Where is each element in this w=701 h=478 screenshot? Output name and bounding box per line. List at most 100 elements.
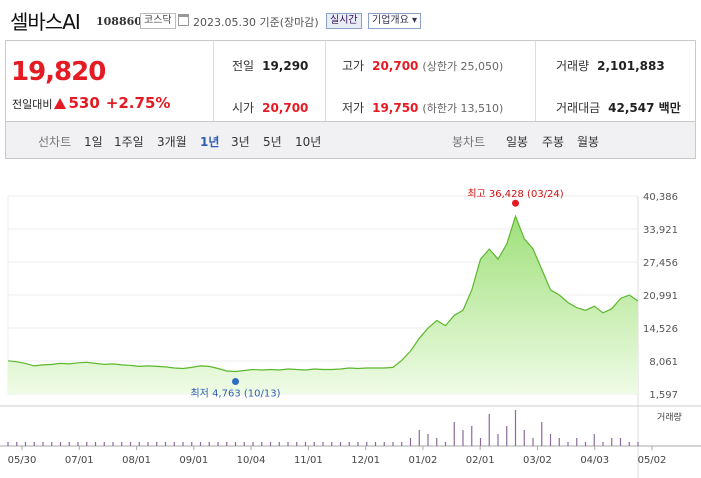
volume-bar (549, 434, 552, 446)
x-tick-label: 05/02 (638, 455, 667, 466)
volume-bar (33, 442, 35, 446)
x-tick-label: 03/02 (523, 455, 552, 466)
volume-bar (226, 442, 228, 446)
volume-bar (68, 442, 70, 446)
volume-bar (514, 410, 517, 446)
volume-bar (147, 442, 149, 446)
volume-bar (217, 442, 219, 446)
stock-code: 108860 (96, 15, 142, 28)
volume-bar (497, 434, 499, 446)
y-tick-label: 14,526 (643, 324, 678, 335)
divider (325, 41, 326, 121)
x-tick-label: 04/03 (580, 455, 609, 466)
stock-header: 셀바스AI 108860 코스닥 2023.05.30 기준(장마감) 실시간 … (0, 0, 701, 40)
volume-bar (173, 442, 175, 446)
change-label: 전일대비 (12, 98, 53, 111)
change-value: 530 (68, 94, 100, 112)
current-price: 19,820 (11, 57, 106, 87)
volume-bar (453, 422, 455, 446)
low-price: 저가 19,750 (하한가 13,510) (342, 101, 504, 115)
price-summary: 19,820 전일대비 530 +2.75% 전일 19,290 시가 20,700 고… (5, 40, 696, 121)
volume-bar (24, 442, 27, 446)
tab-monthly[interactable]: 월봉 (577, 135, 600, 149)
realtime-button[interactable]: 실시간 (326, 13, 362, 29)
x-tick-label: 11/01 (294, 455, 323, 466)
volume-bar (628, 442, 630, 446)
open-price: 시가 20,700 (232, 101, 309, 115)
prev-close: 전일 19,290 (232, 59, 309, 73)
volume-bar (567, 442, 569, 446)
volume-bar (584, 442, 587, 446)
x-tick-label: 08/01 (122, 455, 151, 466)
volume-bar (51, 442, 53, 446)
volume-bar (182, 442, 184, 446)
volume-bar (602, 442, 604, 446)
volume-bar (558, 438, 560, 446)
volume-bar (532, 438, 534, 446)
volume-bar (86, 442, 88, 446)
volume-bar (234, 442, 237, 446)
x-tick-label: 01/02 (408, 455, 437, 466)
x-tick-label: 02/01 (466, 455, 495, 466)
volume-bar (191, 442, 193, 446)
low-marker (232, 378, 239, 386)
volume-bar (16, 442, 18, 446)
volume-bar (7, 442, 9, 446)
volume-bar (304, 442, 307, 446)
volume-bar (479, 438, 482, 446)
volume-bar (409, 438, 412, 446)
tab-3m[interactable]: 3개월 (157, 135, 187, 149)
volume-bar (488, 414, 490, 446)
volume-bar (427, 434, 429, 446)
volume-bar (77, 442, 79, 446)
volume-bar (287, 442, 289, 446)
x-tick-label: 10/04 (237, 455, 266, 466)
tab-1w[interactable]: 1주일 (114, 135, 144, 149)
x-tick-label: 12/01 (351, 455, 380, 466)
volume-bar (322, 442, 324, 446)
volume-bar (59, 442, 62, 446)
volume-bar (637, 442, 639, 446)
chart-tabs: 선차트 1일 1주일 3개월 1년 3년 5년 10년 봉차트 일봉 주봉 월봉 (5, 121, 696, 159)
tab-weekly[interactable]: 주봉 (542, 135, 565, 149)
x-tick-label: 09/01 (179, 455, 208, 466)
high-marker (512, 199, 519, 207)
company-info-dropdown[interactable]: 기업개요 ▾ (368, 13, 421, 29)
tab-1y[interactable]: 1년 (200, 135, 220, 149)
volume-bar (269, 442, 272, 446)
tab-1d[interactable]: 1일 (84, 135, 103, 149)
volume-bar (94, 442, 97, 446)
base-date: 2023.05.30 기준(장마감) (193, 16, 319, 29)
y-tick-label: 27,456 (643, 258, 678, 269)
volume-bar (339, 442, 342, 446)
volume-bar (462, 430, 464, 446)
volume-label: 거래량 (657, 411, 682, 423)
volume-bar (261, 442, 263, 446)
volume-bar (383, 442, 385, 446)
volume-bar (208, 442, 210, 446)
volume-bar (103, 442, 105, 446)
high-price: 고가 20,700 (상한가 25,050) (342, 59, 504, 73)
volume-bar (357, 442, 359, 446)
volume-bar (392, 442, 394, 446)
y-tick-label: 33,921 (643, 225, 678, 236)
volume-bar (313, 442, 315, 446)
volume-bar (436, 438, 438, 446)
volume-bar (366, 442, 368, 446)
volume-bar (593, 434, 595, 446)
volume-bar (401, 442, 403, 446)
market-badge: 코스닥 (140, 13, 176, 29)
tab-5y[interactable]: 5년 (263, 135, 282, 149)
change-percent: +2.75% (105, 94, 171, 112)
price-area (8, 216, 638, 394)
tab-10y[interactable]: 10년 (295, 135, 322, 149)
low-label: 최저 4,763 (10/13) (190, 388, 280, 400)
tab-daily[interactable]: 일봉 (506, 135, 529, 149)
volume-bar (138, 442, 140, 446)
up-arrow-icon (54, 98, 67, 109)
tab-3y[interactable]: 3년 (231, 135, 250, 149)
candle-chart-label: 봉차트 (452, 135, 486, 149)
volume-bar (121, 442, 123, 446)
y-tick-label: 1,597 (649, 390, 678, 401)
volume-bar (506, 426, 508, 446)
